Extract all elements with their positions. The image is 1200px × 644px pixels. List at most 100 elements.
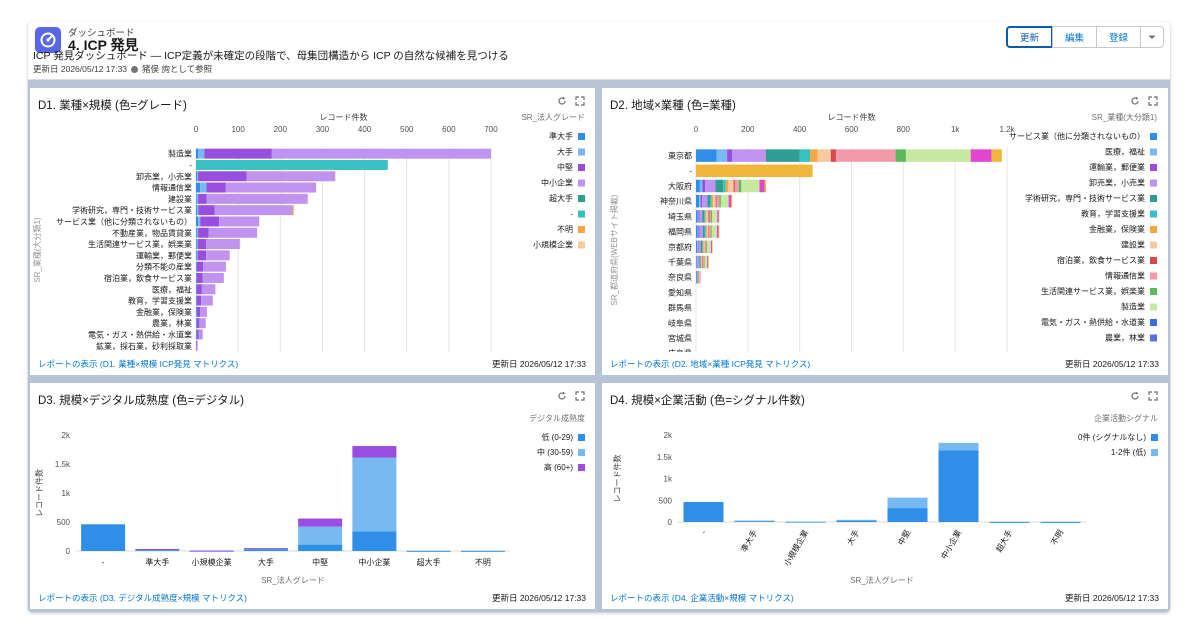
bar-segment	[706, 240, 708, 254]
bar-segment	[696, 240, 698, 254]
bar-segment	[719, 194, 721, 208]
y-tick-label: 1.5k	[657, 453, 673, 462]
legend-label: サービス業（他に分類されないもの）	[1009, 131, 1145, 141]
legend-label: 中 (30-59)	[537, 447, 573, 457]
bar-segment	[712, 240, 713, 254]
bar-segment	[716, 149, 728, 162]
bar-segment	[696, 225, 698, 238]
bar-segment	[196, 250, 198, 261]
bar-segment	[696, 270, 697, 284]
bar-segment	[785, 521, 826, 523]
legend-swatch	[1150, 210, 1157, 218]
bar-segment	[728, 179, 734, 193]
chart-d2: レコード件数 0 200 400 600 800 1k 1.2k SR_都道府県(WEBサイト掲…	[609, 112, 1158, 352]
bar-segment	[705, 179, 716, 193]
report-link-d4[interactable]: レポートの表示 (D4. 企業活動×規模 マトリクス)	[610, 593, 794, 603]
dashboard-header: ダッシュボード 4. ICP 発見 ICP 発見ダッシュボード — ICP定義が…	[28, 22, 1170, 80]
y-tick-label: 0	[66, 547, 71, 556]
bar-segment	[239, 239, 241, 250]
category-label: 神奈川県	[660, 196, 692, 206]
bar-segment	[243, 548, 288, 550]
bar-segment	[189, 550, 234, 552]
bar-segment	[728, 194, 732, 208]
bar-segment	[715, 194, 717, 208]
x-tick-label: 1k	[951, 125, 960, 134]
bar-segment	[702, 210, 705, 223]
legend-label: 金融業，保険業	[1089, 224, 1145, 234]
expand-icon[interactable]	[575, 391, 585, 401]
category-label: 宮城県	[668, 333, 692, 343]
bar-segment	[196, 205, 198, 216]
bar-segment	[196, 216, 199, 227]
bar-segment	[200, 182, 207, 193]
legend-label: 医療，福祉	[1105, 147, 1145, 157]
more-actions-button[interactable]	[1140, 26, 1164, 48]
category-label: 群馬県	[668, 303, 692, 313]
legend-swatch	[1150, 303, 1157, 311]
bar-segment	[717, 210, 719, 223]
bar-segment	[696, 255, 697, 269]
bar-segment	[702, 240, 703, 254]
legend-swatch	[1150, 133, 1157, 140]
category-label: -	[699, 528, 708, 535]
refresh-button[interactable]: 更新	[1005, 26, 1053, 48]
category-label: 不動産業，物品賃貸業	[112, 228, 192, 238]
report-link-d2[interactable]: レポートの表示 (D2. 地域×業種 ICP発見 マトリクス)	[610, 359, 811, 369]
bar-segment	[810, 149, 818, 162]
bar-segment	[197, 205, 199, 216]
subscribe-button[interactable]: 登録	[1095, 26, 1141, 48]
expand-icon[interactable]	[1148, 96, 1158, 106]
refresh-icon[interactable]	[557, 96, 567, 106]
category-label: 福岡県	[668, 228, 692, 237]
bar-segment	[271, 148, 491, 159]
bar-segment	[716, 194, 720, 208]
refresh-icon[interactable]	[1130, 391, 1140, 401]
legend-swatch	[1150, 257, 1157, 264]
x-axis-title: レコード件数	[320, 112, 368, 122]
y-axis-title: レコード件数	[34, 469, 44, 517]
chart-d4: レコード件数 0 500 1k 1.5k 2k - 準大手 小規模企業 大手 中堅 中小企業 超大手 不明…	[612, 413, 1158, 585]
bar-segment	[710, 225, 712, 238]
legend-label: 高 (60+)	[544, 462, 573, 472]
category-label: 電気・ガス・熱供給・水道業	[88, 329, 192, 339]
expand-icon[interactable]	[1148, 391, 1158, 401]
bar-segment	[196, 227, 199, 238]
refresh-icon[interactable]	[1130, 96, 1140, 106]
bar-segment	[460, 550, 505, 552]
report-link-d3[interactable]: レポートの表示 (D3. デジタル成熟度×規模 マトリクス)	[38, 593, 248, 603]
bar-segment	[720, 194, 729, 208]
x-tick-label: 800	[897, 125, 911, 134]
x-tick-label: 0	[694, 125, 699, 134]
legend-title: デジタル成熟度	[529, 413, 585, 423]
expand-icon[interactable]	[575, 96, 585, 106]
legend-title: SR_業種(大分類1)	[1092, 112, 1158, 122]
bar-segment	[835, 149, 896, 162]
panel-title-d1: D1. 業種×規模 (色=グレード)	[38, 100, 187, 112]
bar-segment	[699, 210, 703, 223]
refresh-icon[interactable]	[557, 391, 567, 401]
bar-segment	[198, 205, 215, 216]
report-link-d1[interactable]: レポートの表示 (D1. 業種×規模 ICP発見 マトリクス)	[38, 359, 239, 369]
bar-segment	[705, 225, 707, 238]
bar-segment	[711, 240, 713, 254]
bar-segment	[196, 272, 203, 283]
bar-segment	[836, 520, 877, 522]
bar-segment	[698, 270, 700, 284]
bar-segment	[198, 216, 201, 227]
bar-segment	[206, 250, 230, 261]
bar-segment	[202, 272, 224, 283]
bar-segment	[196, 272, 197, 283]
legend-label: 超大手	[549, 193, 573, 203]
panel-d2: D2. 地域×業種 (色=業種) レコード件数 0 200 400 600 800 1k 1.…	[602, 88, 1168, 375]
bar-segment	[197, 250, 207, 261]
legend-title: 企業活動シグナル	[1094, 413, 1158, 423]
category-label: 建設業	[168, 194, 192, 204]
bar-segment	[706, 210, 709, 223]
x-tick-label: 100	[231, 125, 245, 134]
bar-segment	[135, 549, 180, 551]
x-tick-label: 1.2k	[999, 125, 1015, 134]
edit-button[interactable]: 編集	[1051, 26, 1097, 48]
bar-segment	[989, 521, 1030, 523]
bar-segment	[704, 255, 708, 269]
bar-segment	[204, 148, 272, 159]
